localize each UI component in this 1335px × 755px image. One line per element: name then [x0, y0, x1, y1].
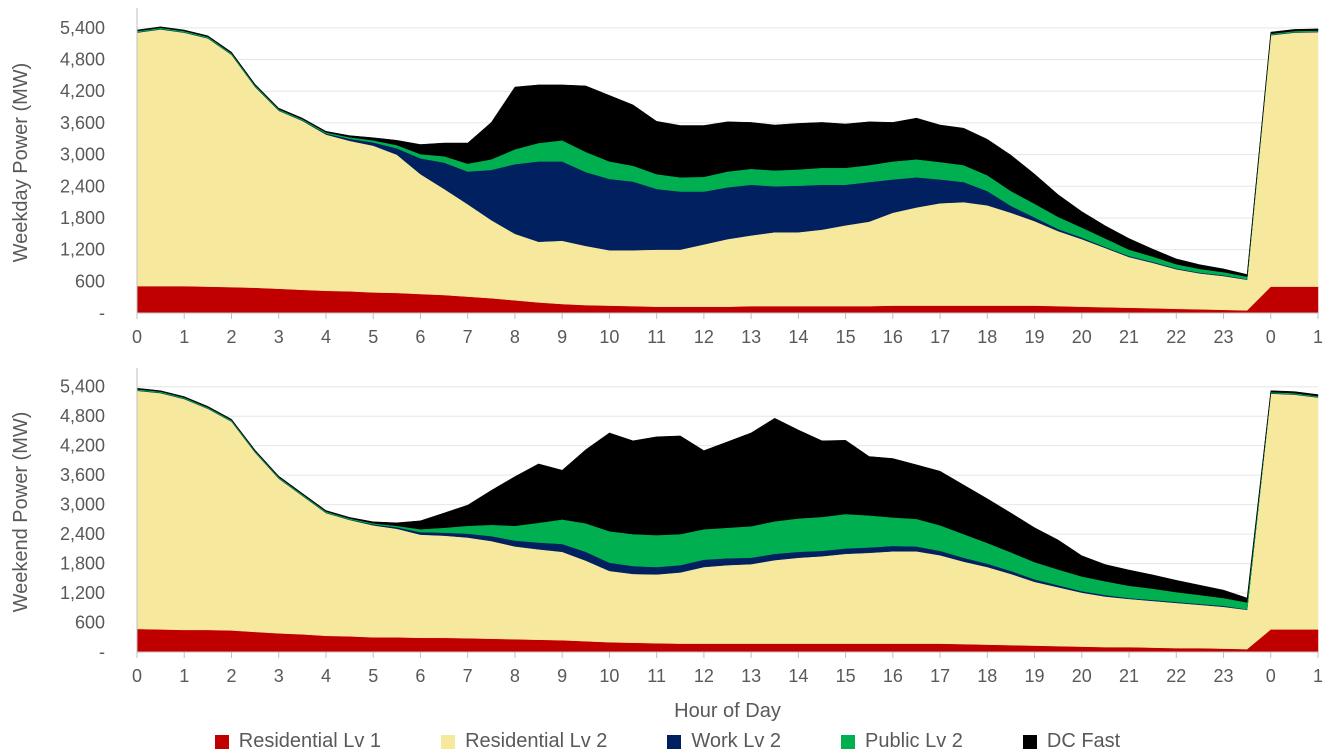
y-tick-label: 5,400	[60, 18, 105, 38]
x-tick-label: 6	[415, 666, 425, 686]
x-tick-label: 0	[132, 666, 142, 686]
y-tick-label: 4,200	[60, 436, 105, 456]
legend-swatch	[1022, 734, 1037, 749]
legend-swatch	[667, 734, 682, 749]
x-tick-label: 16	[883, 327, 903, 347]
y-axis-title: Weekday Power (MW)	[10, 63, 32, 263]
weekday-panel: -6001,2001,8002,4003,0003,6004,2004,8005…	[10, 8, 1323, 347]
x-tick-label: 16	[883, 666, 903, 686]
chart-canvas: -6001,2001,8002,4003,0003,6004,2004,8005…	[10, 8, 1323, 722]
x-tick-label: 13	[741, 327, 761, 347]
x-tick-label: 1	[179, 327, 189, 347]
x-tick-label: 9	[557, 666, 567, 686]
x-tick-label: 11	[647, 666, 666, 686]
legend-item-public-lv2: Public Lv 2	[841, 730, 963, 753]
x-tick-label: 20	[1072, 327, 1092, 347]
x-tick-label: 12	[694, 327, 714, 347]
x-tick-label: 22	[1166, 327, 1186, 347]
legend-label: Public Lv 2	[865, 730, 963, 752]
y-tick-label: 3,000	[60, 145, 105, 165]
x-tick-label: 0	[1266, 327, 1276, 347]
y-tick-label: 4,800	[60, 50, 105, 70]
x-tick-label: 3	[274, 666, 284, 686]
y-tick-label: 1,800	[60, 554, 105, 574]
legend-item-work-lv2: Work Lv 2	[667, 730, 781, 753]
x-tick-label: 4	[321, 666, 331, 686]
x-tick-label: 2	[226, 327, 236, 347]
x-tick-label: 14	[788, 327, 808, 347]
y-tick-label: 4,200	[60, 81, 105, 101]
legend: Residential Lv 1 Residential Lv 2 Work L…	[0, 728, 1335, 755]
x-tick-label: 19	[1025, 327, 1045, 347]
x-tick-label: 8	[510, 327, 520, 347]
y-tick-label: 3,000	[60, 495, 105, 515]
x-tick-label: 7	[463, 327, 473, 347]
legend-label: Residential Lv 2	[465, 730, 608, 752]
y-tick-label: 1,200	[60, 240, 105, 260]
x-tick-label: 2	[226, 666, 236, 686]
x-tick-label: 18	[977, 327, 997, 347]
x-tick-label: 22	[1166, 666, 1186, 686]
x-tick-label: 1	[1313, 666, 1323, 686]
area-dc-fast	[136, 26, 1319, 277]
x-tick-label: 0	[1266, 666, 1276, 686]
x-tick-label: 9	[557, 327, 567, 347]
y-tick-label: 3,600	[60, 465, 105, 485]
x-tick-label: 14	[788, 666, 808, 686]
legend-label: Work Lv 2	[691, 730, 782, 752]
x-tick-label: 20	[1072, 666, 1092, 686]
x-tick-label: 17	[930, 666, 950, 686]
x-tick-label: 23	[1214, 666, 1234, 686]
x-tick-label: 13	[741, 666, 761, 686]
y-tick-label: 600	[75, 271, 105, 291]
area-dc-fast	[136, 387, 1319, 603]
legend-swatch	[214, 734, 229, 749]
legend-label: DC Fast	[1046, 730, 1121, 752]
y-tick-label: 1,200	[60, 583, 105, 603]
x-tick-label: 8	[510, 666, 520, 686]
x-tick-label: 10	[599, 327, 619, 347]
legend-item-residential-lv1: Residential Lv 1	[214, 730, 382, 753]
x-tick-label: 0	[132, 327, 142, 347]
x-tick-label: 21	[1119, 666, 1139, 686]
y-axis-title: Weekend Power (MW)	[10, 412, 32, 613]
legend-item-dc-fast: DC Fast	[1022, 730, 1121, 753]
x-tick-label: 18	[977, 666, 997, 686]
x-tick-label: 1	[1313, 327, 1323, 347]
x-tick-label: 17	[930, 327, 950, 347]
y-tick-label: 2,400	[60, 524, 105, 544]
legend-item-residential-lv2: Residential Lv 2	[441, 730, 607, 753]
x-tick-label: 10	[599, 666, 619, 686]
x-tick-label: 7	[463, 666, 473, 686]
x-tick-label: 6	[415, 327, 425, 347]
y-tick-label: -	[99, 303, 105, 323]
x-axis-title: Hour of Day	[674, 700, 781, 722]
x-tick-label: 5	[368, 327, 378, 347]
x-tick-label: 19	[1025, 666, 1045, 686]
x-tick-label: 23	[1214, 327, 1234, 347]
x-tick-label: 11	[647, 327, 666, 347]
y-tick-label: 600	[75, 613, 105, 633]
y-tick-label: 2,400	[60, 176, 105, 196]
y-tick-label: -	[99, 642, 105, 662]
y-tick-label: 4,800	[60, 406, 105, 426]
legend-swatch	[441, 734, 456, 749]
x-tick-label: 15	[836, 666, 856, 686]
legend-label: Residential Lv 1	[238, 730, 382, 752]
legend-swatch	[841, 734, 856, 749]
x-tick-label: 4	[321, 327, 331, 347]
x-tick-label: 15	[836, 327, 856, 347]
weekend-panel: -6001,2001,8002,4003,0003,6004,2004,8005…	[10, 368, 1323, 686]
x-tick-label: 5	[368, 666, 378, 686]
y-tick-label: 3,600	[60, 113, 105, 133]
x-tick-label: 3	[274, 327, 284, 347]
y-tick-label: 1,800	[60, 208, 105, 228]
x-tick-label: 1	[179, 666, 189, 686]
x-tick-label: 21	[1119, 327, 1139, 347]
y-tick-label: 5,400	[60, 377, 105, 397]
x-tick-label: 12	[694, 666, 714, 686]
